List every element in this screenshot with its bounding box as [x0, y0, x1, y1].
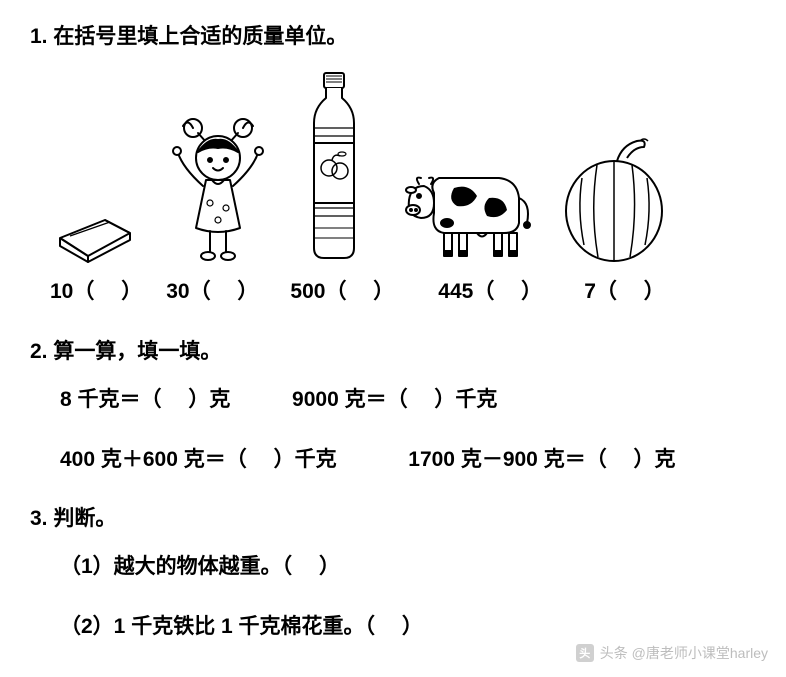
q1-labels-row: 10（ ） 30（ ） 500（ ） 445（ ） 7（ ） [50, 275, 756, 305]
q2-line2-a: 400 克＋600 克＝（ ）千克 [60, 448, 337, 471]
q1-value-3: 500 [290, 280, 325, 303]
q1-item-girl [168, 108, 268, 263]
q1-value-1: 10 [50, 280, 73, 303]
q1-bracket-5: （ ） [596, 280, 665, 303]
q2-line1-b: 9000 克＝（ ）千克 [292, 388, 497, 411]
q1-label-5: 7（ ） [584, 275, 665, 305]
q1-value-5: 7 [584, 280, 596, 303]
q3-body: （1）越大的物体越重。（ ） （2）1 千克铁比 1 千克棉花重。（ ） [60, 550, 756, 643]
q2-line2: 400 克＋600 克＝（ ）千克 1700 克－900 克＝（ ）克 [60, 443, 756, 477]
q1-bracket-2: （ ） [190, 280, 259, 303]
q2-line2-b: 1700 克－900 克＝（ ）克 [408, 448, 675, 471]
q2-line1-a: 8 千克＝（ ）克 [60, 388, 230, 411]
q1-bracket-1: （ ） [73, 280, 142, 303]
q2-body: 8 千克＝（ ）克 9000 克＝（ ）千克 400 克＋600 克＝（ ）千克… [60, 383, 756, 476]
q1-label-1: 10（ ） [50, 275, 142, 305]
q1-value-4: 445 [438, 280, 473, 303]
q1-bracket-3: （ ） [325, 280, 394, 303]
eraser-icon [50, 178, 140, 263]
q1-label-3: 500（ ） [290, 275, 394, 305]
q1-bracket-4: （ ） [473, 280, 542, 303]
q1-label-2: 30（ ） [166, 275, 258, 305]
q3-title: 3. 判断。 [30, 502, 756, 532]
q3-line1: （1）越大的物体越重。（ ） [60, 550, 756, 584]
cow-icon [399, 148, 534, 263]
q1-title: 1. 在括号里填上合适的质量单位。 [30, 20, 756, 50]
q1-item-bottle [296, 68, 371, 263]
q1-item-watermelon [562, 133, 667, 263]
bottle-icon [296, 68, 371, 263]
girl-icon [168, 108, 268, 263]
q1-label-4: 445（ ） [438, 275, 542, 305]
q2-line1: 8 千克＝（ ）克 9000 克＝（ ）千克 [60, 383, 756, 417]
q3-line2: （2）1 千克铁比 1 千克棉花重。（ ） [60, 610, 756, 644]
q1-item-eraser [50, 178, 140, 263]
q1-item-cow [399, 148, 534, 263]
watermelon-icon [562, 133, 667, 263]
watermark-logo-icon: 头 [576, 644, 594, 662]
q2-title: 2. 算一算，填一填。 [30, 335, 756, 365]
watermark: 头 头条 @唐老师小课堂harley [576, 643, 768, 663]
q1-images-row [50, 68, 756, 263]
q1-value-2: 30 [166, 280, 189, 303]
watermark-text: 头条 @唐老师小课堂harley [600, 643, 768, 663]
